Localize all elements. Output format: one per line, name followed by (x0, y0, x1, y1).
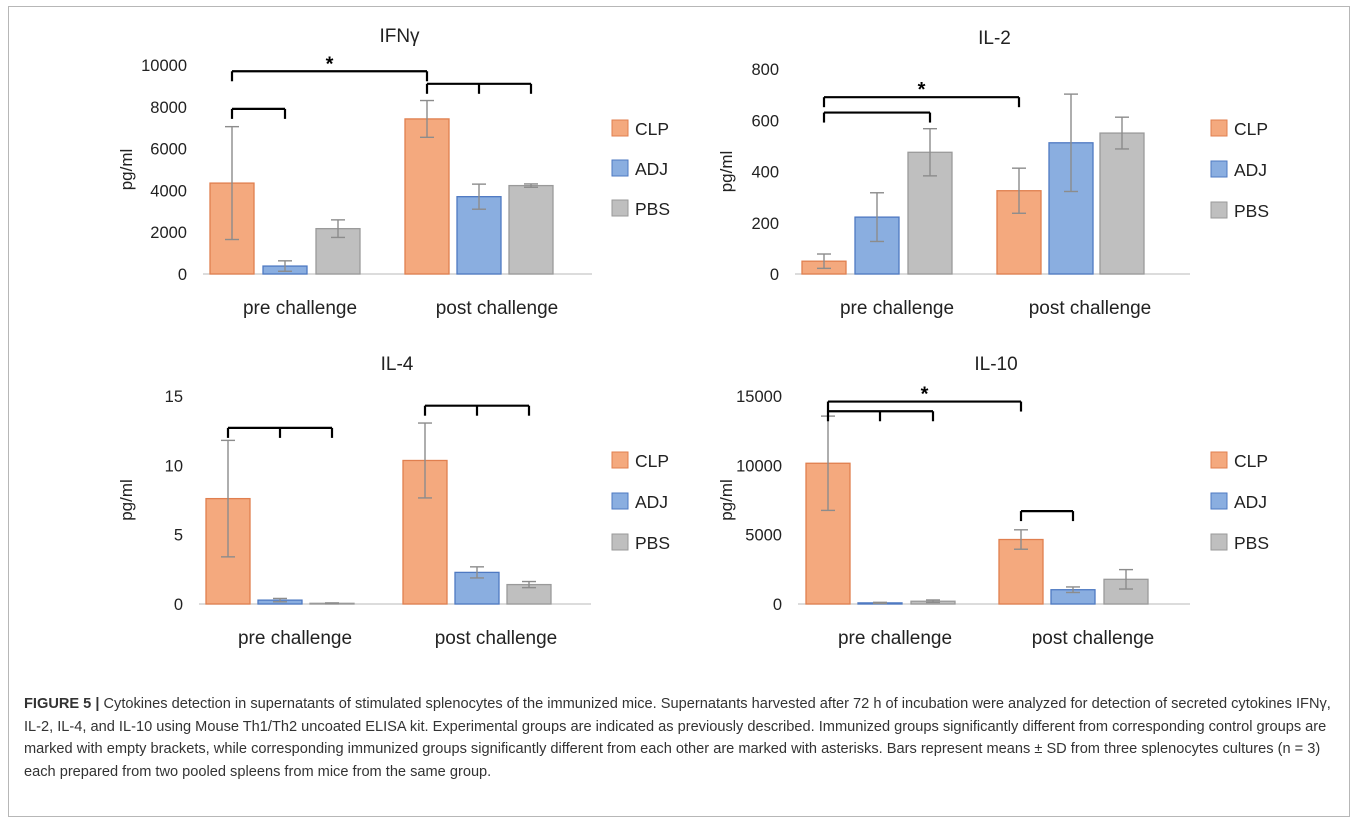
legend-swatch-pbs (1210, 201, 1228, 219)
legend-label-adj: ADJ (635, 492, 668, 512)
category-label: post challenge (435, 628, 558, 649)
category-label: pre challenge (838, 628, 952, 649)
chart-panel-4: IL-10 pg/ml 0 5000 10000 15000 * pre challenge p… (717, 354, 1269, 649)
legend-label-clp: CLP (1234, 119, 1268, 139)
legend-swatch-clp (1210, 451, 1228, 469)
legend-label-pbs: PBS (1234, 201, 1269, 221)
significance-bracket-asterisk: * (822, 79, 1021, 108)
y-tick-label: 0 (174, 596, 183, 614)
chart-panel-3: IL-4 pg/ml 0 5 10 15 pre challenge post challen… (117, 354, 670, 649)
significance-bracket (826, 410, 935, 422)
legend-swatch-adj (611, 492, 629, 510)
legend-swatch-adj (611, 159, 629, 177)
y-tick-label: 0 (178, 266, 187, 284)
significance-bracket-asterisk: * (826, 384, 1023, 412)
caption-label: FIGURE 5 | (24, 696, 100, 712)
y-tick-label: 5000 (745, 527, 782, 545)
y-axis-label: pg/ml (717, 479, 736, 521)
chart-title: IL-2 (978, 28, 1011, 49)
significance-asterisk: * (326, 53, 334, 75)
bar-pbs (1099, 132, 1145, 275)
y-tick-label: 4000 (150, 182, 187, 200)
legend-label-clp: CLP (635, 119, 669, 139)
legend-label-pbs: PBS (635, 199, 670, 219)
category-label: pre challenge (840, 298, 954, 319)
figure-caption: FIGURE 5 | Cytokines detection in supern… (24, 693, 1334, 783)
legend-swatch-adj (1210, 492, 1228, 510)
legend-swatch-pbs (611, 533, 629, 551)
category-label: pre challenge (243, 298, 357, 319)
y-tick-label: 2000 (150, 224, 187, 242)
legend-label-adj: ADJ (1234, 160, 1267, 180)
category-label: post challenge (1029, 298, 1152, 319)
y-tick-label: 6000 (150, 141, 187, 159)
significance-asterisk: * (918, 79, 926, 101)
chart-title: IFNγ (379, 26, 420, 47)
y-axis-label: pg/ml (717, 151, 736, 193)
category-label: post challenge (436, 298, 559, 319)
chart-panel-2: IL-2 pg/ml 0 200 400 600 800 * pre challenge post… (717, 28, 1269, 319)
legend-swatch-pbs (1210, 533, 1228, 551)
y-tick-label: 10 (165, 457, 183, 475)
significance-asterisk: * (921, 384, 929, 406)
chart-title: IL-4 (381, 354, 414, 375)
bar-pbs (508, 184, 554, 275)
chart-panel-1: IFNγ pg/ml 0 2000 4000 6000 8000 10000 * pre chal… (117, 26, 670, 319)
category-label: post challenge (1032, 628, 1155, 649)
significance-bracket-asterisk: * (230, 53, 429, 82)
significance-bracket (423, 404, 531, 416)
y-tick-label: 15000 (736, 388, 782, 406)
y-tick-label: 15 (165, 388, 183, 406)
y-tick-label: 5 (174, 527, 183, 545)
y-tick-label: 200 (751, 215, 779, 233)
y-tick-label: 8000 (150, 99, 187, 117)
bar-clp (998, 538, 1044, 605)
y-axis-label: pg/ml (117, 149, 136, 191)
legend-swatch-clp (1210, 119, 1228, 137)
significance-bracket (822, 111, 932, 123)
significance-bracket (1019, 509, 1075, 522)
y-tick-label: 600 (751, 112, 779, 130)
chart-title: IL-10 (974, 354, 1017, 375)
legend-label-clp: CLP (1234, 451, 1268, 471)
y-tick-label: 800 (751, 61, 779, 79)
legend-label-adj: ADJ (635, 159, 668, 179)
significance-bracket (226, 426, 334, 438)
legend-label-pbs: PBS (635, 533, 670, 553)
legend-swatch-clp (611, 451, 629, 469)
bar-clp (404, 118, 450, 275)
legend-label-clp: CLP (635, 451, 669, 471)
category-label: pre challenge (238, 628, 352, 649)
bar-pbs (1103, 578, 1149, 605)
significance-bracket (425, 82, 533, 94)
legend-label-pbs: PBS (1234, 533, 1269, 553)
caption-text: Cytokines detection in supernatants of s… (24, 696, 1331, 780)
y-axis-label: pg/ml (117, 479, 136, 521)
legend-label-adj: ADJ (1234, 492, 1267, 512)
y-tick-label: 0 (770, 266, 779, 284)
legend-swatch-adj (1210, 160, 1228, 178)
y-tick-label: 10000 (736, 457, 782, 475)
legend-swatch-pbs (611, 199, 629, 217)
legend-swatch-clp (611, 119, 629, 137)
y-tick-label: 0 (773, 596, 782, 614)
y-tick-label: 400 (751, 164, 779, 182)
y-tick-label: 10000 (141, 57, 187, 75)
significance-bracket (230, 107, 287, 119)
